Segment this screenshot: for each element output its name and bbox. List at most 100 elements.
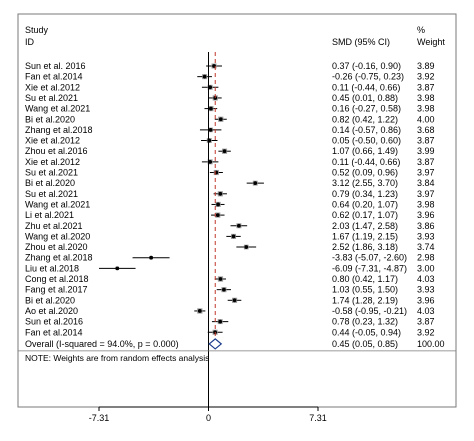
header-study: Study bbox=[25, 25, 49, 35]
study-label: Xie et al.2012 bbox=[25, 82, 80, 92]
study-weight: 3.93 bbox=[417, 231, 435, 241]
study-label: Bi et al.2020 bbox=[25, 295, 75, 305]
study-ci: 1.67 (1.19, 2.15) bbox=[332, 231, 398, 241]
study-weight: 3.00 bbox=[417, 263, 435, 273]
x-tick-label: 7.31 bbox=[309, 413, 327, 423]
study-weight: 3.96 bbox=[417, 295, 435, 305]
study-weight: 4.03 bbox=[417, 274, 435, 284]
study-ci: 0.16 (-0.27, 0.58) bbox=[332, 104, 401, 114]
study-weight: 3.86 bbox=[417, 221, 435, 231]
header-percent: % bbox=[417, 25, 425, 35]
study-marks bbox=[99, 63, 264, 335]
study-weight: 3.84 bbox=[417, 178, 435, 188]
study-ci: -6.09 (-7.31, -4.87) bbox=[332, 263, 407, 273]
study-label: Wang et al.2020 bbox=[25, 231, 90, 241]
study-point bbox=[197, 309, 202, 313]
study-label: Ao et al.2020 bbox=[25, 306, 78, 316]
study-point bbox=[218, 319, 223, 324]
study-point bbox=[208, 106, 213, 111]
study-point bbox=[222, 149, 227, 154]
study-point bbox=[149, 255, 154, 260]
study-weight: 4.03 bbox=[417, 306, 435, 316]
study-label: Su et al.2021 bbox=[25, 189, 78, 199]
study-ci: 0.80 (0.42, 1.17) bbox=[332, 274, 398, 284]
study-point bbox=[115, 266, 120, 271]
study-weight: 3.74 bbox=[417, 242, 435, 252]
study-point bbox=[216, 202, 220, 207]
study-label: Zhou et al.2020 bbox=[25, 242, 88, 252]
study-point bbox=[218, 191, 223, 196]
study-ci: 0.44 (-0.05, 0.94) bbox=[332, 327, 401, 337]
study-ci: 1.07 (0.66, 1.49) bbox=[332, 146, 398, 156]
header-effect: SMD (95% CI) bbox=[332, 37, 390, 47]
study-ci: 0.52 (0.09, 0.96) bbox=[332, 168, 398, 178]
study-label: Cong et al.2018 bbox=[25, 274, 89, 284]
overall-ci: 0.45 (0.05, 0.85) bbox=[332, 339, 398, 349]
study-weight: 3.68 bbox=[417, 125, 435, 135]
study-weight: 3.92 bbox=[417, 327, 435, 337]
study-rows: Sun et al. 2016 0.37 (-0.16, 0.90) 3.89 Fan… bbox=[25, 61, 435, 337]
study-ci: 0.37 (-0.16, 0.90) bbox=[332, 61, 401, 71]
study-label: Su et al.2021 bbox=[25, 93, 78, 103]
study-ci: -0.58 (-0.95, -0.21) bbox=[332, 306, 407, 316]
study-ci: -3.83 (-5.07, -2.60) bbox=[332, 253, 407, 263]
study-weight: 3.97 bbox=[417, 189, 435, 199]
study-label: Wang et al.2021 bbox=[25, 199, 90, 209]
header-weight: Weight bbox=[417, 37, 445, 47]
study-point bbox=[202, 74, 207, 79]
x-tick-label: -7.31 bbox=[89, 413, 110, 423]
study-label: Fang et al.2017 bbox=[25, 285, 88, 295]
study-point bbox=[231, 234, 236, 239]
study-weight: 3.92 bbox=[417, 72, 435, 82]
study-ci: 0.82 (0.42, 1.22) bbox=[332, 114, 398, 124]
study-label: Bi et al.2020 bbox=[25, 114, 75, 124]
study-weight: 3.87 bbox=[417, 136, 435, 146]
study-label: Zhu et al.2021 bbox=[25, 221, 83, 231]
footnote: NOTE: Weights are from random effects an… bbox=[25, 353, 209, 363]
study-label: Fan et al.2014 bbox=[25, 327, 83, 337]
study-label: Wang et al.2021 bbox=[25, 104, 90, 114]
study-ci: 0.14 (-0.57, 0.86) bbox=[332, 125, 401, 135]
study-ci: 2.52 (1.86, 3.18) bbox=[332, 242, 398, 252]
study-ci: 3.12 (2.55, 3.70) bbox=[332, 178, 398, 188]
study-label: Zhang et al.2018 bbox=[25, 253, 93, 263]
study-weight: 3.98 bbox=[417, 93, 435, 103]
study-point bbox=[208, 85, 213, 90]
study-ci: 0.11 (-0.44, 0.66) bbox=[332, 82, 400, 92]
study-label: Li et al.2021 bbox=[25, 210, 74, 220]
study-point bbox=[253, 181, 258, 186]
overall-label: Overall (I-squared = 94.0%, p = 0.000) bbox=[25, 339, 179, 349]
overall-diamond bbox=[208, 338, 223, 350]
study-label: Zhang et al.2018 bbox=[25, 125, 93, 135]
study-weight: 2.98 bbox=[417, 253, 435, 263]
study-label: Bi et al.2020 bbox=[25, 178, 75, 188]
study-point bbox=[222, 287, 226, 292]
x-axis-ticks: -7.31 0 7.31 bbox=[89, 407, 327, 423]
header-id: ID bbox=[25, 37, 35, 47]
study-weight: 3.98 bbox=[417, 104, 435, 114]
study-label: Liu et al.2018 bbox=[25, 263, 79, 273]
study-ci: 0.78 (0.23, 1.32) bbox=[332, 317, 398, 327]
study-weight: 3.87 bbox=[417, 82, 435, 92]
study-label: Fan et al.2014 bbox=[25, 72, 83, 82]
study-point bbox=[207, 138, 212, 143]
study-weight: 3.99 bbox=[417, 146, 435, 156]
study-point bbox=[232, 298, 237, 303]
study-point bbox=[244, 245, 249, 249]
study-ci: 0.05 (-0.50, 0.60) bbox=[332, 136, 401, 146]
study-ci: 0.11 (-0.44, 0.66) bbox=[332, 157, 400, 167]
study-weight: 3.98 bbox=[417, 199, 435, 209]
study-label: Xie et al.2012 bbox=[25, 136, 80, 146]
study-weight: 4.00 bbox=[417, 114, 435, 124]
study-point bbox=[218, 277, 223, 281]
study-point bbox=[215, 213, 220, 218]
study-ci: 0.64 (0.20, 1.07) bbox=[332, 199, 398, 209]
study-ci: -0.26 (-0.75, 0.23) bbox=[332, 72, 404, 82]
study-label: Zhou et al.2016 bbox=[25, 146, 88, 156]
study-label: Xie et al.2012 bbox=[25, 157, 80, 167]
x-tick-label: 0 bbox=[206, 413, 211, 423]
study-label: Su et al.2021 bbox=[25, 168, 78, 178]
study-weight: 3.87 bbox=[417, 157, 435, 167]
study-ci: 0.62 (0.17, 1.07) bbox=[332, 210, 398, 220]
study-label: Sun et al. 2016 bbox=[25, 61, 86, 71]
